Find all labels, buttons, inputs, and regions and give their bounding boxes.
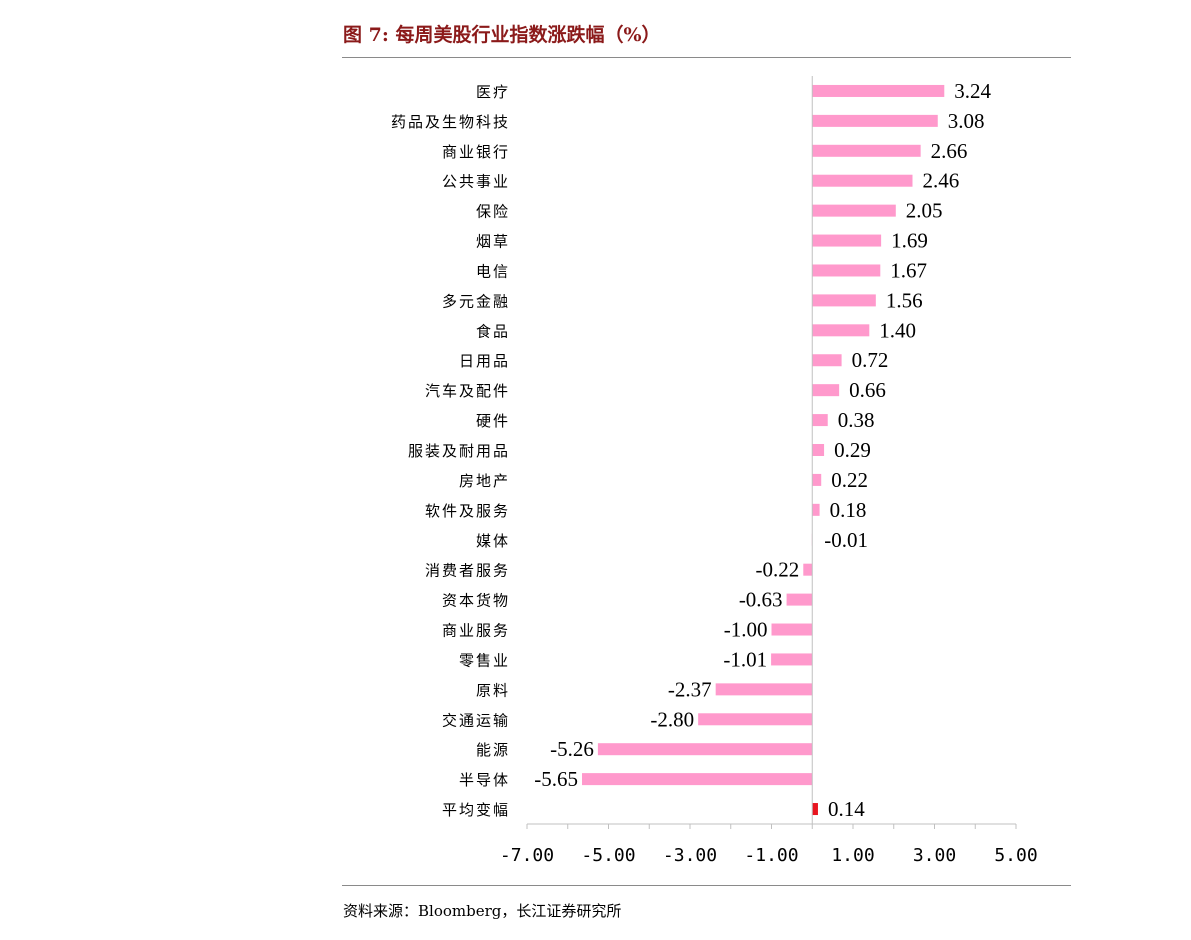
bar-6 — [812, 264, 881, 277]
value-label-20: -2.37 — [668, 677, 712, 701]
category-label-19: 零售业 — [459, 651, 510, 669]
bar-11 — [812, 414, 828, 427]
value-label-17: -0.63 — [739, 588, 783, 612]
value-label-8: 1.40 — [879, 318, 916, 342]
value-label-14: 0.18 — [830, 498, 867, 522]
value-label-13: 0.22 — [831, 468, 868, 492]
category-label-8: 食品 — [476, 322, 510, 340]
x-tick-label-0: -7.00 — [500, 845, 554, 866]
bar-2 — [812, 144, 921, 157]
category-label-2: 商业银行 — [442, 143, 510, 161]
bar-20 — [715, 683, 813, 696]
value-label-10: 0.66 — [849, 378, 886, 402]
category-label-3: 公共事业 — [442, 173, 510, 191]
value-label-23: -5.65 — [534, 767, 578, 791]
value-label-11: 0.38 — [838, 408, 875, 432]
category-label-24: 平均变幅 — [442, 801, 510, 819]
category-label-17: 资本货物 — [442, 592, 510, 610]
value-label-15: -0.01 — [824, 528, 868, 552]
tick-labels: -7.00 -5.00 -3.00 -1.00 1.00 3.00 5.00 — [500, 845, 1038, 866]
category-label-11: 硬件 — [476, 412, 510, 430]
bar-16 — [803, 563, 813, 576]
category-label-12: 服装及耐用品 — [408, 442, 510, 460]
category-label-5: 烟草 — [476, 233, 510, 251]
value-label-12: 0.29 — [834, 438, 871, 462]
category-label-23: 半导体 — [459, 771, 510, 789]
bar-5 — [812, 234, 882, 247]
category-label-10: 汽车及配件 — [425, 382, 510, 400]
value-label-6: 1.67 — [890, 258, 927, 282]
bar-13 — [812, 473, 822, 486]
category-label-20: 原料 — [476, 681, 510, 699]
value-label-19: -1.01 — [723, 647, 767, 671]
value-label-4: 2.05 — [906, 199, 943, 223]
bar-0 — [812, 84, 945, 97]
x-tick-label-2: -3.00 — [663, 845, 717, 866]
chart-title: 图 7: 每周美股行业指数涨跌幅（%） — [343, 24, 661, 46]
value-label-22: -5.26 — [550, 737, 594, 761]
category-label-15: 媒体 — [476, 532, 510, 550]
bar-7 — [812, 294, 876, 307]
category-label-1: 药品及生物科技 — [391, 113, 510, 131]
bar-21 — [698, 713, 813, 726]
category-label-21: 交通运输 — [442, 711, 510, 729]
bar-3 — [812, 174, 913, 187]
category-label-9: 日用品 — [459, 352, 510, 370]
value-label-9: 0.72 — [852, 348, 889, 372]
x-tick-label-4: 1.00 — [831, 845, 874, 866]
category-label-6: 电信 — [476, 262, 510, 280]
x-tick-label-3: -1.00 — [744, 845, 798, 866]
bar-22 — [597, 743, 813, 756]
category-label-13: 房地产 — [459, 472, 510, 490]
value-label-7: 1.56 — [886, 288, 923, 312]
category-label-4: 保险 — [476, 203, 510, 221]
category-label-7: 多元金融 — [442, 292, 510, 310]
bar-19 — [771, 653, 813, 666]
bar-17 — [786, 593, 813, 606]
axes-group — [526, 76, 1017, 829]
bar-14 — [812, 503, 820, 516]
value-label-21: -2.80 — [650, 707, 694, 731]
bar-10 — [812, 384, 840, 397]
bar-4 — [812, 204, 896, 217]
value-label-1: 3.08 — [948, 109, 985, 133]
x-tick-label-6: 5.00 — [994, 845, 1037, 866]
bottom-rule — [342, 885, 1071, 886]
value-label-2: 2.66 — [931, 139, 968, 163]
x-tick-label-1: -5.00 — [581, 845, 635, 866]
category-label-18: 商业服务 — [442, 622, 510, 640]
value-label-0: 3.24 — [954, 79, 991, 103]
category-label-16: 消费者服务 — [425, 562, 510, 580]
bar-1 — [812, 114, 938, 127]
bar-9 — [812, 354, 842, 367]
top-rule — [342, 57, 1071, 58]
value-label-3: 2.46 — [922, 169, 959, 193]
value-labels: 3.24 3.08 2.66 2.46 2.05 1.69 1.67 1.56 1.40 0.72… — [534, 79, 991, 821]
value-label-16: -0.22 — [756, 558, 800, 582]
value-label-5: 1.69 — [891, 229, 928, 253]
category-labels: 医疗药品及生物科技商业银行公共事业保险烟草电信多元金融食品日用品汽车及配件硬件服… — [391, 83, 510, 819]
bar-18 — [771, 623, 813, 636]
bar-12 — [812, 444, 825, 456]
category-label-0: 医疗 — [476, 83, 510, 101]
category-label-14: 软件及服务 — [425, 502, 510, 520]
value-label-18: -1.00 — [724, 618, 768, 642]
bar-8 — [812, 324, 870, 337]
bar-24 — [812, 803, 818, 816]
category-label-22: 能源 — [476, 741, 510, 759]
bars-group — [582, 84, 945, 816]
source-note: 资料来源：Bloomberg，长江证券研究所 — [343, 902, 622, 920]
bar-23 — [582, 773, 813, 786]
x-tick-label-5: 3.00 — [913, 845, 956, 866]
value-label-24: 0.14 — [828, 797, 865, 821]
